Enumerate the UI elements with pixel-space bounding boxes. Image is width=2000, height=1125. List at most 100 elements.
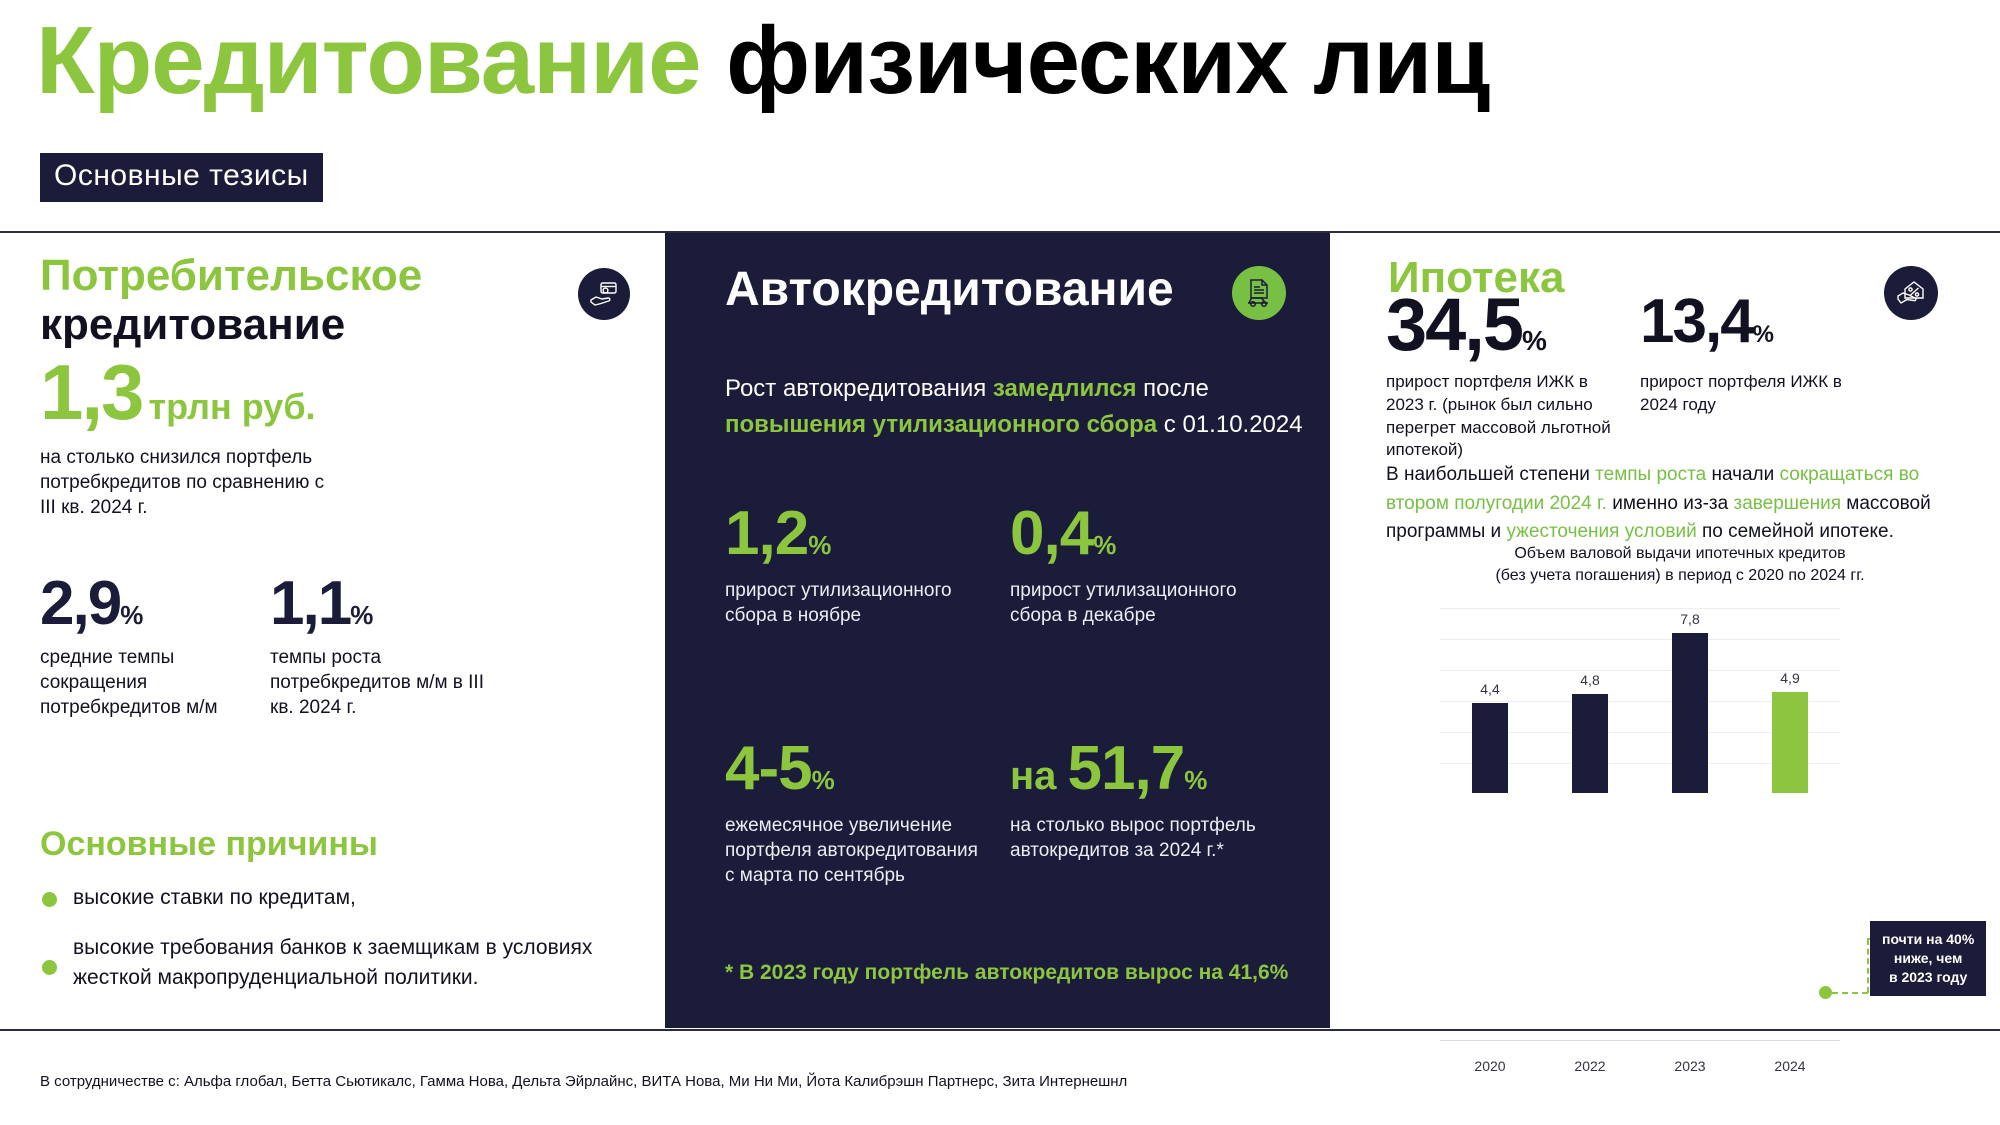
auto-stat-1: 1,2%	[725, 498, 831, 569]
mortgage-stat-2-value: 13,4	[1640, 287, 1755, 356]
chart-bar-cell: 7,8	[1640, 608, 1740, 794]
auto-lead-text: Рост автокредитования замедлился после п…	[725, 371, 1305, 442]
chart-annotation-line-3: в 2023 году	[1888, 968, 1968, 985]
auto-stat-4-value: 51,7	[1067, 734, 1186, 803]
chart-plot-area: 4,4 4,8 7,8 4,9	[1440, 608, 1840, 794]
auto-heading: Автокредитование	[725, 263, 1174, 316]
mortgage-para-part-3: именно из-за	[1606, 492, 1734, 514]
auto-stat-1-value: 1,2	[725, 499, 809, 568]
card-in-hand-icon	[578, 268, 630, 320]
chart-bar-cell: 4,4	[1440, 608, 1540, 794]
consumer-big-stat-value: 1,3	[40, 348, 144, 436]
auto-stat-2: 0,4%	[1010, 498, 1116, 569]
car-loan-document-icon	[1232, 266, 1286, 320]
consumer-reason-2-text: высокие требования банков к заемщикам в …	[73, 936, 593, 989]
chart-x-axis-labels: 2020 2022 2023 2024	[1440, 1058, 1840, 1074]
chart-callout-connector	[1832, 992, 1868, 994]
mortgage-stat-1-value: 34,5	[1386, 283, 1524, 366]
bullet-dot-icon	[42, 892, 57, 907]
section-mortgage: Ипотека 34,5% прирост портфеля ИЖК в 202…	[1330, 233, 2000, 1074]
chart-annotation-line-1: почти на 40%	[1882, 931, 1975, 947]
consumer-heading-line1: Потребительское	[40, 251, 423, 300]
auto-stat-1-caption: прирост утилизационного сбора в ноябре	[725, 580, 952, 627]
chart-bar	[1472, 703, 1508, 794]
chart-gridline	[1440, 701, 1840, 703]
mortgage-stat-1-unit: %	[1522, 325, 1547, 356]
chart-bar-value-label: 7,8	[1680, 611, 1700, 628]
auto-stat-4-prefix: на	[1010, 754, 1068, 798]
bullet-dot-icon	[42, 959, 57, 975]
chart-axis-line	[1440, 1040, 1840, 1041]
consumer-reason-1-text: высокие ставки по кредитам,	[73, 886, 356, 909]
page-title-green: Кредитование	[36, 7, 701, 114]
chart-callout-annotation: почти на 40% ниже, чем в 2023 году	[1870, 921, 1987, 996]
mortgage-stat-1: 34,5%	[1386, 288, 1547, 362]
chart-bar	[1772, 692, 1808, 794]
mortgage-stat-2: 13,4%	[1640, 291, 1774, 353]
mortgage-para-highlight-3: завершения	[1733, 492, 1841, 514]
auto-stat-2-caption: прирост утилизационного сбора в декабре	[1010, 580, 1237, 627]
auto-stat-4-caption: на столько вырос портфель автокредитов з…	[1010, 815, 1256, 862]
footer-divider	[0, 1029, 2000, 1031]
chart-annotation-line-2: ниже, чем	[1893, 949, 1963, 966]
auto-lead-highlight-1: замедлился	[992, 375, 1137, 402]
consumer-stat-2: 1,1%	[270, 573, 373, 635]
consumer-stat-1: 2,9%	[40, 573, 143, 635]
mortgage-issuance-chart: Объем валовой выдачи ипотечных кредитов …	[1380, 543, 1987, 1074]
mortgage-stat-2-unit: %	[1752, 321, 1775, 348]
chart-bar	[1572, 694, 1608, 794]
chart-x-tick-label: 2022	[1574, 1058, 1606, 1074]
mortgage-stat-1-caption: прирост портфеля ИЖК в 2023 г. (рынок бы…	[1386, 372, 1611, 460]
auto-stat-3-unit: %	[811, 765, 835, 795]
mortgage-para-part-4: массовой программы и	[1386, 492, 1931, 543]
auto-lead-part-1: Рост автокредитования	[725, 375, 993, 402]
page-title: Кредитование физических лиц	[36, 7, 1490, 114]
mortgage-stat-2-caption: прирост портфеля ИЖК в 2024 году	[1640, 372, 1842, 414]
page-header: Кредитование физических лиц Основные тез…	[0, 0, 2000, 232]
chart-bar-value-label: 4,9	[1780, 670, 1800, 687]
consumer-stat-1-caption: средние темпы сокращения потребкредитов …	[40, 647, 218, 719]
chart-bar-value-label: 4,8	[1580, 672, 1600, 689]
page-title-dark: физических лиц	[726, 7, 1490, 114]
chart-bar-cell: 4,8	[1540, 608, 1640, 794]
auto-stat-4-unit: %	[1184, 765, 1208, 795]
mortgage-para-highlight-1: темпы роста	[1595, 464, 1707, 485]
mortgage-para-part-2: начали	[1706, 464, 1780, 485]
chart-gridline	[1440, 639, 1840, 641]
mortgage-para-part-1: В наибольшей степени	[1386, 464, 1596, 485]
auto-lead-part-3: с 01.10.2024	[1157, 410, 1303, 438]
consumer-heading: Потребительское кредитование	[40, 251, 422, 350]
chart-title-line-2: (без учета погашения) в период с 2020 по…	[1495, 566, 1865, 584]
auto-stat-2-unit: %	[1093, 530, 1117, 560]
auto-stat-3-value: 4-5	[725, 734, 813, 803]
mortgage-paragraph: В наибольшей степени темпы роста начали …	[1386, 461, 1966, 547]
auto-lead-highlight-2: повышения утилизационного сбора	[725, 410, 1158, 438]
chart-gridline	[1440, 763, 1840, 765]
mortgage-para-part-5: по семейной ипотеке.	[1696, 521, 1894, 542]
mortgage-para-highlight-4: ужесточения условий	[1506, 521, 1697, 542]
auto-stat-1-unit: %	[808, 530, 832, 560]
chart-callout-anchor-dot	[1819, 986, 1832, 999]
auto-stat-2-value: 0,4	[1010, 499, 1094, 568]
consumer-stat-1-value: 2,9	[40, 569, 122, 638]
chart-gridline	[1440, 670, 1840, 672]
auto-stat-4: на 51,7%	[1010, 733, 1207, 804]
header-divider	[0, 231, 2000, 233]
chart-gridline	[1440, 732, 1840, 734]
chart-bar-cell: 4,9	[1740, 608, 1840, 794]
footer-partners-text: В сотрудничестве с: Альфа глобал, Бетта …	[40, 1073, 1128, 1090]
auto-footnote: * В 2023 году портфель автокредитов выро…	[725, 961, 1289, 984]
chart-gridline	[1440, 608, 1840, 610]
consumer-big-stat-caption: на столько снизился портфель потребкреди…	[40, 447, 325, 519]
chart-x-tick-label: 2023	[1674, 1058, 1706, 1074]
consumer-big-stat: 1,3 трлн руб.	[40, 353, 316, 431]
auto-stat-3-caption: ежемесячное увеличение портфеля автокред…	[725, 815, 978, 887]
chart-bar	[1672, 633, 1708, 794]
consumer-heading-line2: кредитование	[40, 300, 346, 350]
chart-bar-value-label: 4,4	[1480, 681, 1500, 698]
mortgage-heading: Ипотека	[1388, 253, 1565, 302]
consumer-stat-2-unit: %	[350, 600, 374, 630]
section-auto-lending: Автокредитование Рост автокредитования з…	[665, 233, 1330, 1028]
chart-bars: 4,4 4,8 7,8 4,9	[1440, 608, 1840, 794]
